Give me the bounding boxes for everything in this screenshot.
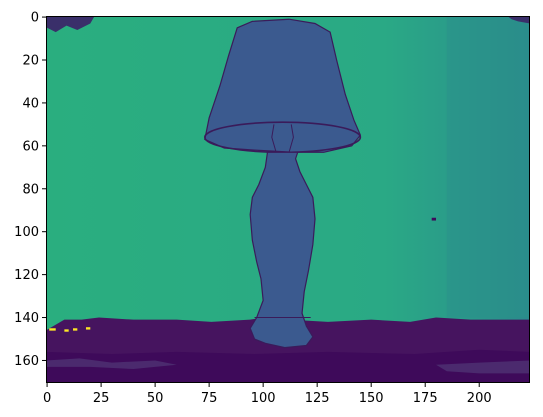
y-tick-label: 120 bbox=[14, 268, 39, 283]
top-right-noise bbox=[507, 16, 530, 24]
x-tick-label: 200 bbox=[467, 391, 492, 406]
highlight-pixel-3 bbox=[85, 327, 91, 330]
lamp-shade bbox=[204, 18, 362, 153]
y-tick-label: 100 bbox=[14, 225, 39, 240]
y-axis: 0 20 40 60 80 100 120 140 160 bbox=[14, 11, 46, 369]
lamp-base bbox=[249, 151, 316, 349]
y-tick-label: 0 bbox=[31, 11, 39, 26]
x-tick-label: 100 bbox=[251, 391, 276, 406]
x-tick-label: 0 bbox=[43, 391, 51, 406]
x-tick-label: 125 bbox=[305, 391, 330, 406]
y-tick-label: 80 bbox=[22, 182, 39, 197]
y-tick-label: 140 bbox=[14, 311, 39, 326]
x-tick-label: 75 bbox=[201, 391, 218, 406]
highlight-pixel-2 bbox=[73, 328, 78, 331]
floor-speckle-left bbox=[46, 358, 177, 370]
highlight-pixel-1 bbox=[64, 329, 69, 332]
x-axis: 0 25 50 75 100 125 150 175 200 bbox=[43, 383, 492, 406]
y-tick-label: 40 bbox=[22, 96, 39, 111]
highlight-pixel-0 bbox=[49, 328, 56, 331]
y-tick-label: 160 bbox=[14, 354, 39, 369]
lamp-neck-left bbox=[271, 124, 277, 153]
plot-frame bbox=[46, 16, 530, 383]
floor-speckle-right bbox=[436, 360, 530, 374]
x-tick-label: 175 bbox=[413, 391, 438, 406]
y-tick-label: 60 bbox=[22, 139, 39, 154]
noise-pixel bbox=[431, 217, 437, 221]
lamp-neck-right bbox=[288, 124, 294, 153]
x-tick-label: 25 bbox=[93, 391, 110, 406]
top-left-noise bbox=[46, 16, 95, 33]
y-tick-label: 20 bbox=[22, 53, 39, 68]
background-right-band bbox=[446, 16, 530, 318]
x-tick-label: 150 bbox=[359, 391, 384, 406]
floor-dark-band bbox=[46, 349, 530, 383]
depth-image bbox=[46, 16, 530, 383]
x-tick-label: 50 bbox=[147, 391, 164, 406]
